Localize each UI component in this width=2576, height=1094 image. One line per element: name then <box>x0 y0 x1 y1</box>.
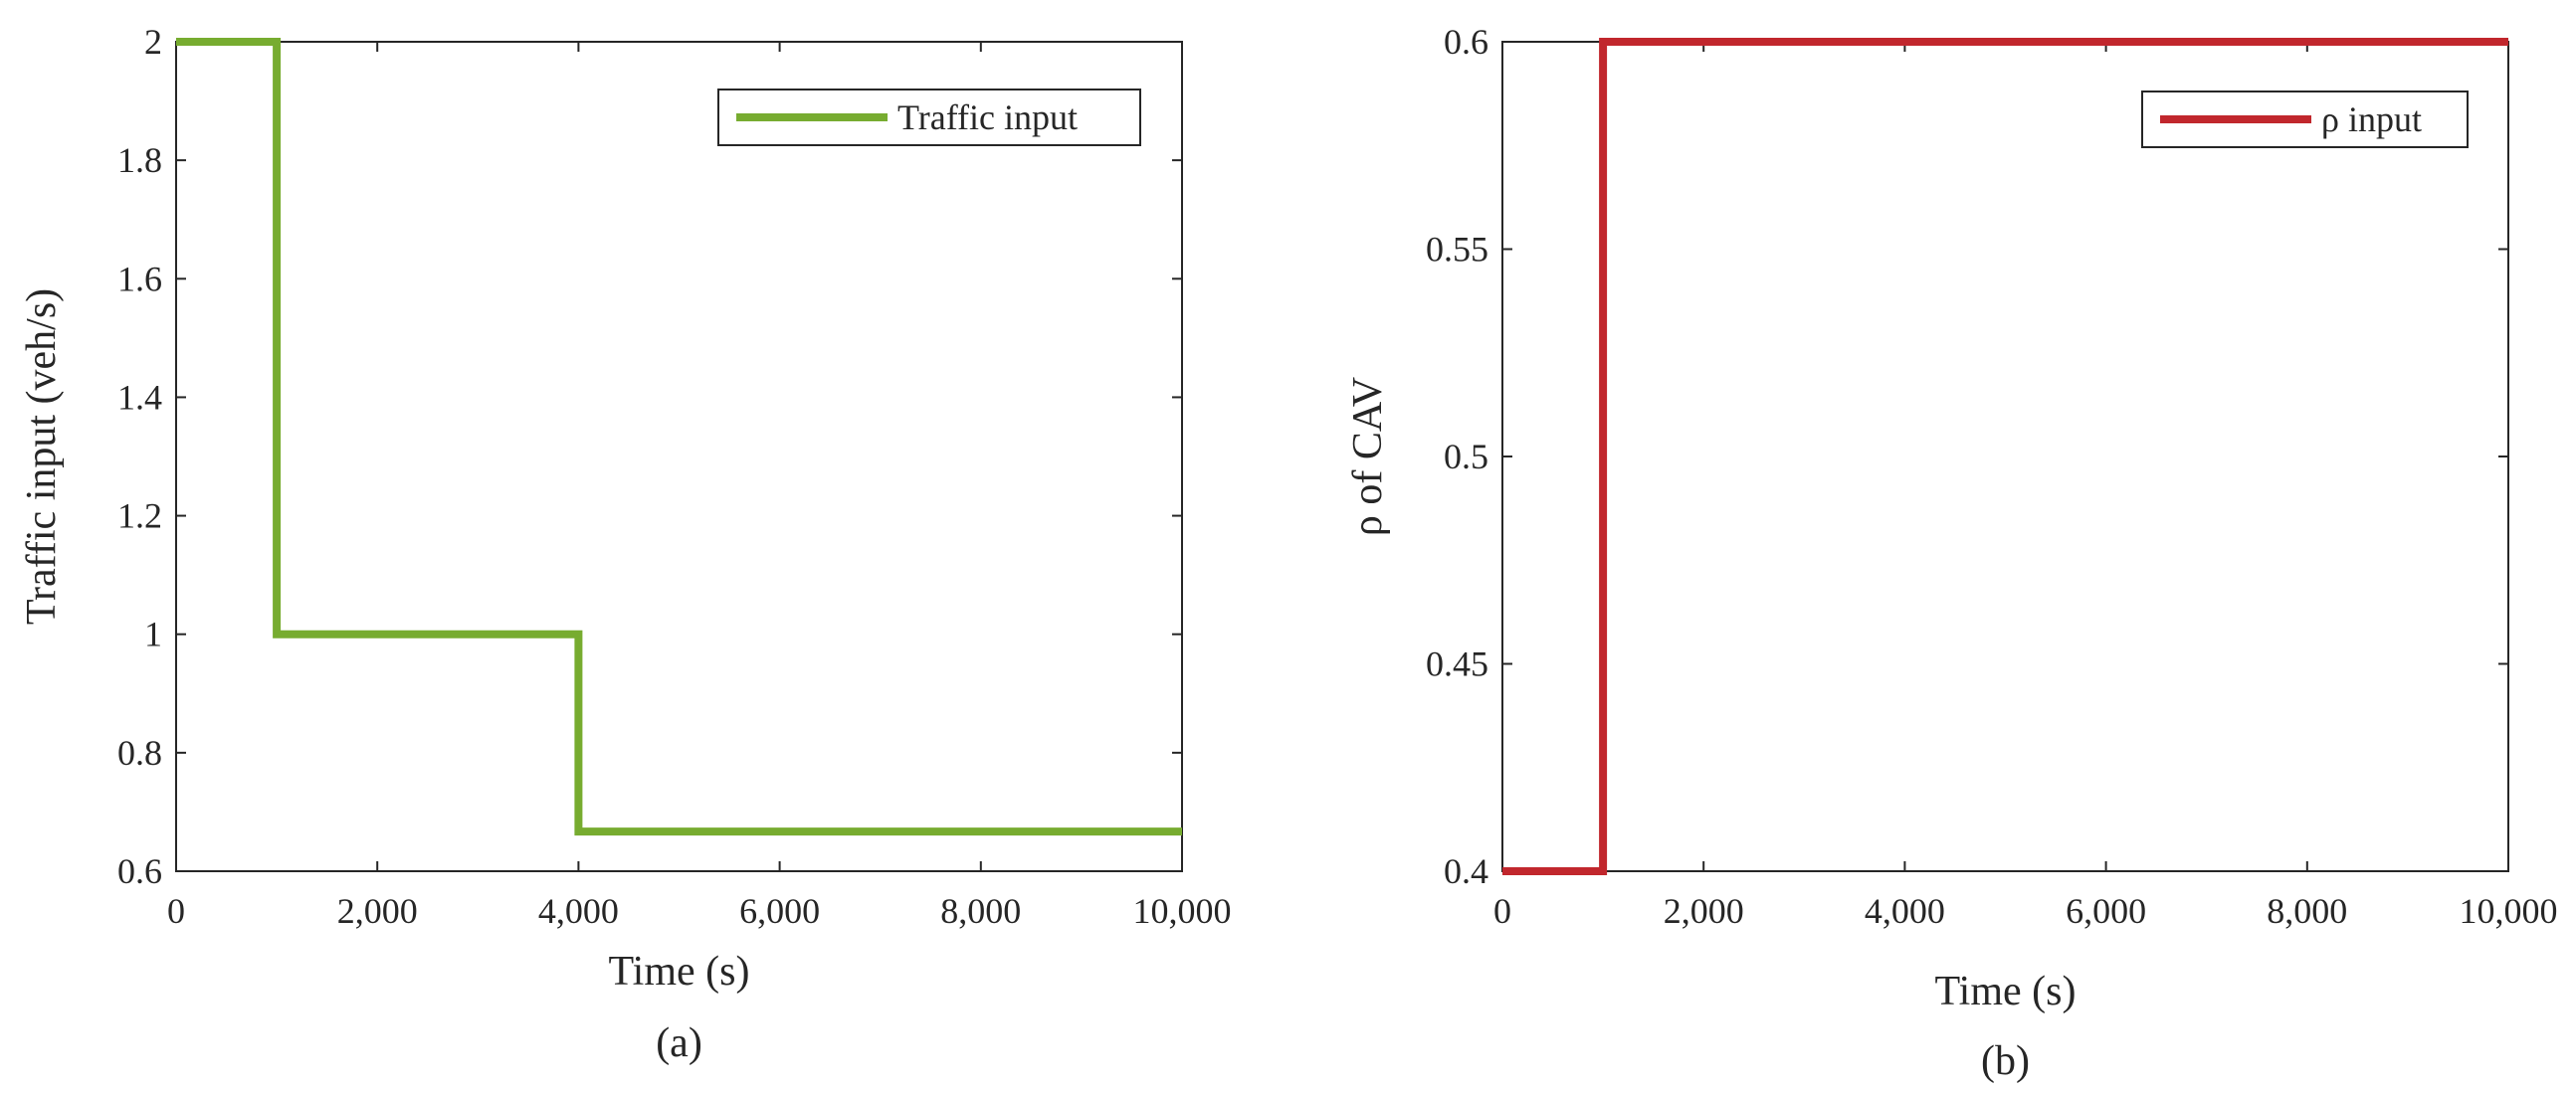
subplot-a: 0 2,000 4,000 6,000 8,000 10,000 0.6 0.8 1 1.2 1.4… <box>19 22 1232 1066</box>
y-tick-label: 1.6 <box>117 259 162 298</box>
y-tick-label: 2 <box>144 22 162 62</box>
x-axis-label: Time (s) <box>1935 969 2077 1014</box>
y-tick-label: 1.4 <box>117 377 162 417</box>
y-axis-label: ρ of CAV <box>1345 377 1391 536</box>
subplot-label: (b) <box>1981 1038 2030 1084</box>
series-line <box>1502 38 2508 875</box>
y-tick-label: 0.45 <box>1426 644 1488 684</box>
x-tick-label: 10,000 <box>1133 891 1232 931</box>
y-tick-label: 0.5 <box>1444 437 1488 476</box>
x-tick-label: 6,000 <box>739 891 820 931</box>
x-axis-label: Time (s) <box>609 949 750 995</box>
y-tick-label: 0.4 <box>1444 851 1488 891</box>
plot-area <box>175 41 1183 872</box>
y-tick-label: 1 <box>144 615 162 654</box>
y-tick-label: 0.8 <box>117 733 162 773</box>
y-tick-label: 1.8 <box>117 140 162 180</box>
y-tick-label: 0.55 <box>1426 230 1488 270</box>
x-tick-label: 4,000 <box>1865 891 1945 931</box>
x-tick-label: 0 <box>1493 891 1511 931</box>
legend-label: Traffic input <box>897 97 1078 137</box>
x-tick-label: 6,000 <box>2066 891 2146 931</box>
subplot-b: 0 2,000 4,000 6,000 8,000 10,000 0.4 0.45 0.5 0.5… <box>1345 22 2558 1084</box>
x-tick-label: 8,000 <box>2267 891 2347 931</box>
y-axis-label: Traffic input (veh/s) <box>19 288 65 625</box>
y-tick-label: 1.2 <box>117 496 162 536</box>
plot-area <box>1501 41 2509 872</box>
x-tick-label: 8,000 <box>940 891 1021 931</box>
x-tick-label: 2,000 <box>337 891 418 931</box>
subplot-label: (a) <box>656 1020 702 1066</box>
series-line <box>176 38 1182 836</box>
y-tick-label: 0.6 <box>117 851 162 891</box>
x-tick-label: 4,000 <box>538 891 619 931</box>
y-tick-label: 0.6 <box>1444 22 1488 62</box>
legend-label: ρ input <box>2321 99 2422 139</box>
x-tick-label: 10,000 <box>2460 891 2558 931</box>
x-tick-label: 2,000 <box>1664 891 1744 931</box>
x-tick-label: 0 <box>167 891 185 931</box>
